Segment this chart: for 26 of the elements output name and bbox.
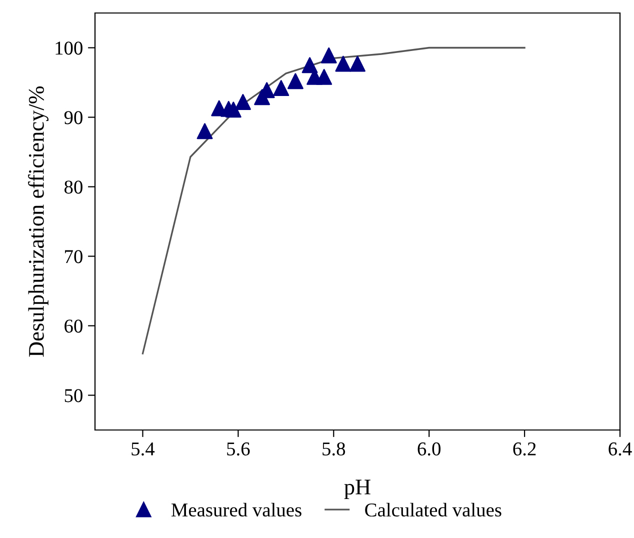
point	[350, 56, 366, 72]
point	[234, 94, 251, 110]
y-axis-title: Desulphurization efficiency/%	[28, 86, 48, 357]
x-tick-label: 5.8	[322, 442, 346, 456]
y-tick-label: 90	[64, 111, 82, 124]
line-series	[142, 46, 526, 354]
x-tick-label: 6.2	[513, 442, 536, 456]
y-tick-label: 50	[64, 389, 82, 402]
point	[196, 123, 213, 140]
y-tick-label: 100	[56, 42, 82, 55]
y-tick-label: 80	[64, 180, 82, 194]
point	[320, 47, 337, 64]
x-axis-title: pH	[344, 480, 370, 500]
point	[225, 102, 242, 118]
x-tick-label: 5.4	[132, 442, 155, 456]
legend-label: Measured values	[171, 502, 302, 517]
x-tick-label: 5.6	[227, 442, 250, 456]
point	[273, 80, 290, 96]
x-tick-label: 6.0	[418, 442, 440, 456]
y-tick-label: 60	[64, 320, 82, 333]
point	[287, 73, 304, 90]
point	[316, 68, 332, 85]
legend-label: Calculated values	[365, 502, 502, 517]
x-tick-label: 6.4	[608, 442, 632, 456]
point	[335, 56, 352, 72]
y-tick-label: 70	[65, 250, 82, 264]
